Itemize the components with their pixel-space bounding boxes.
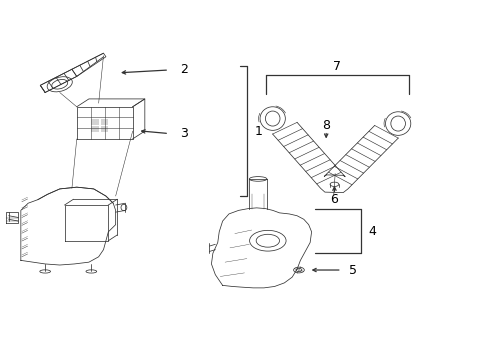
Text: 7: 7 xyxy=(333,60,341,73)
Bar xyxy=(101,119,108,125)
Text: 3: 3 xyxy=(180,127,187,140)
Bar xyxy=(91,126,99,132)
Text: 8: 8 xyxy=(322,119,329,132)
Text: 2: 2 xyxy=(180,63,187,76)
Text: 6: 6 xyxy=(330,193,338,206)
Bar xyxy=(101,126,108,132)
Bar xyxy=(91,119,99,125)
Text: 4: 4 xyxy=(367,225,375,238)
Text: 5: 5 xyxy=(349,264,357,276)
Text: 1: 1 xyxy=(255,125,263,138)
